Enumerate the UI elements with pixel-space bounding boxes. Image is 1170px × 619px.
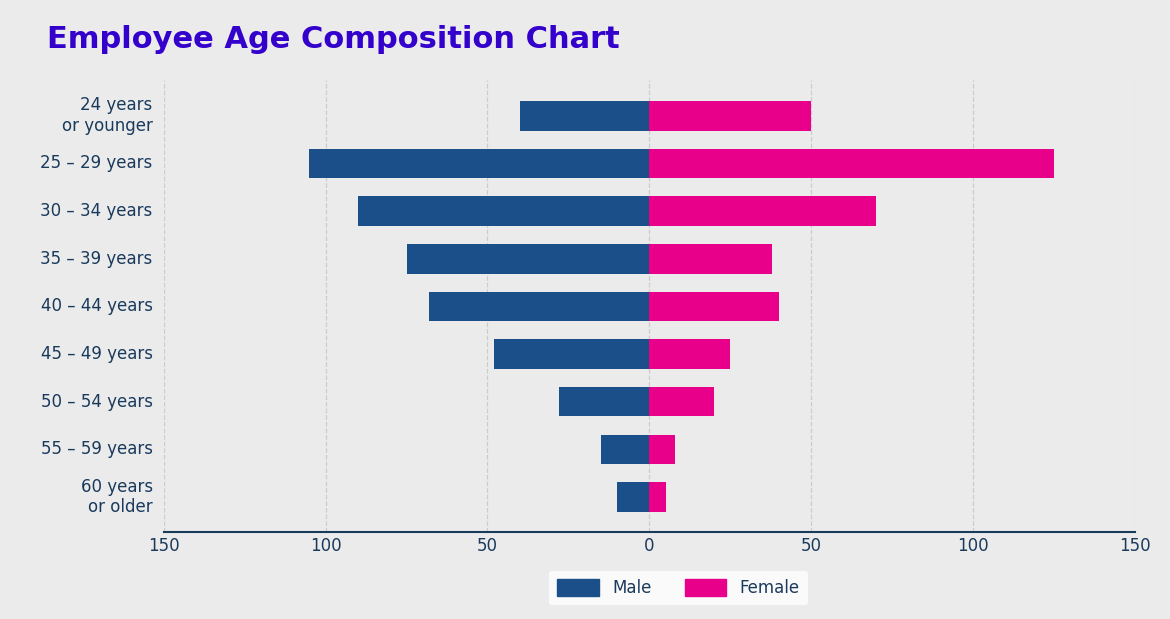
Bar (406, 244, 649, 274)
Bar (649, 292, 779, 321)
Bar (494, 339, 649, 369)
Bar (601, 435, 649, 464)
Bar (309, 149, 649, 178)
Bar (649, 244, 772, 274)
Bar (649, 196, 876, 226)
Bar (649, 435, 675, 464)
Bar (519, 101, 649, 131)
Bar (649, 339, 730, 369)
Bar (649, 482, 666, 512)
Text: Employee Age Composition Chart: Employee Age Composition Chart (47, 25, 620, 54)
Bar (559, 387, 649, 417)
Legend: Male, Female: Male, Female (549, 571, 808, 605)
Bar (617, 482, 649, 512)
Bar (358, 196, 649, 226)
Bar (649, 149, 1054, 178)
Bar (649, 387, 714, 417)
Bar (649, 101, 811, 131)
Bar (429, 292, 649, 321)
